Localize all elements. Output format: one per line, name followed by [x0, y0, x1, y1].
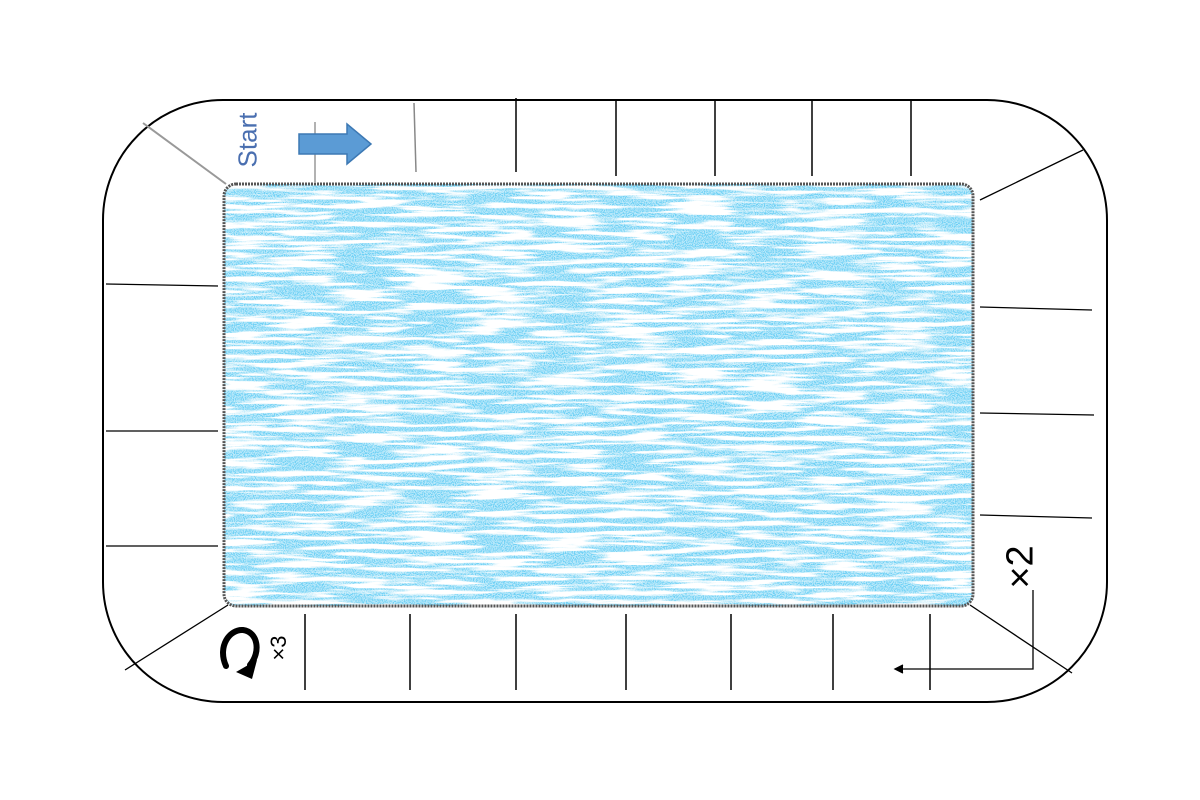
loop-multiplier-label: ×2: [999, 545, 1042, 589]
track-outer-border: [102, 99, 1108, 703]
return-arrow-icon: [893, 590, 1034, 674]
right-arrow-icon: [298, 122, 373, 166]
track-corner-diagonals: [124, 122, 1084, 674]
track-dividers-left: [105, 283, 219, 547]
u-turn-arrow-icon: [220, 627, 260, 679]
track-dividers-bottom: [304, 614, 931, 690]
start-label: Start: [232, 112, 263, 168]
track-dividers-top: [314, 98, 912, 182]
track-dividers-right: [979, 306, 1095, 519]
center-area: [222, 182, 975, 608]
turn-multiplier-label: ×3: [266, 635, 291, 661]
